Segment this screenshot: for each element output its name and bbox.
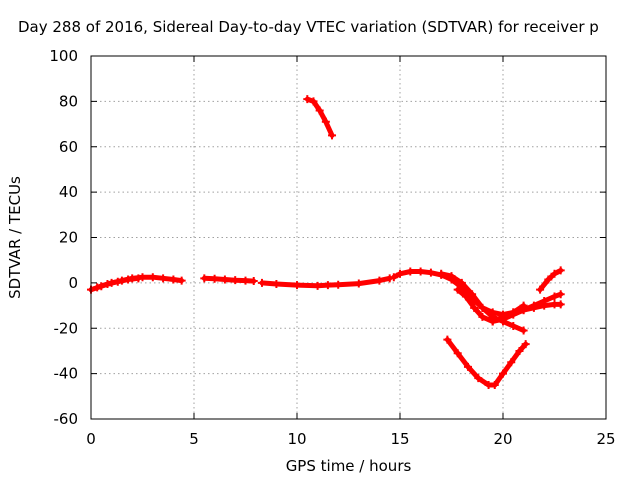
y-tick-label: 20	[59, 229, 78, 247]
data-point	[453, 285, 462, 294]
data-point	[303, 95, 312, 104]
data-point	[540, 297, 549, 306]
data-point	[453, 349, 462, 358]
data-point	[134, 274, 143, 283]
series-arc-9	[488, 301, 528, 326]
data-point	[529, 301, 538, 310]
data-point	[536, 285, 545, 294]
y-tick-label: -20	[54, 319, 79, 337]
data-point	[509, 321, 518, 330]
axis-ticks: -60 -40 -20 0 20 40 60 80 100 0 5 10 15 20 25	[49, 47, 615, 448]
x-tick-label: 25	[596, 430, 615, 448]
series-line	[537, 267, 564, 293]
x-tick-label: 5	[189, 430, 199, 448]
y-tick-label: 80	[59, 92, 78, 110]
y-tick-label: 40	[59, 183, 78, 201]
data-point	[478, 303, 487, 312]
series-arc-2	[93, 274, 143, 292]
data-point	[249, 277, 258, 286]
data-point	[124, 275, 133, 284]
series-line	[304, 96, 335, 138]
x-tick-label: 10	[287, 430, 306, 448]
y-axis-label: SDTVAR / TECUs	[6, 176, 24, 299]
chart-title: Day 288 of 2016, Sidereal Day-to-day VTE…	[18, 18, 599, 36]
data-point	[231, 276, 240, 285]
data-point	[309, 97, 318, 106]
y-tick-label: 0	[68, 274, 78, 292]
data-point	[478, 312, 487, 321]
data-point	[323, 281, 332, 290]
data-point	[550, 269, 559, 278]
data-point	[272, 280, 281, 289]
data-point	[515, 346, 524, 355]
series-arc-3	[200, 274, 258, 286]
y-tick-label: 100	[49, 47, 78, 65]
data-point	[468, 290, 477, 299]
series-arc-11	[443, 335, 530, 389]
data-point	[148, 273, 157, 282]
y-tick-label: -40	[54, 365, 79, 383]
data-point	[499, 369, 507, 378]
data-point	[426, 268, 435, 277]
data-point	[169, 275, 178, 284]
data-point	[257, 278, 266, 287]
data-point	[447, 272, 456, 281]
data-point	[103, 280, 112, 289]
data-point	[556, 266, 565, 275]
data-point	[313, 281, 322, 290]
data-point	[220, 275, 229, 284]
data-point	[556, 300, 565, 309]
data-point	[200, 274, 209, 283]
data-point	[463, 362, 472, 371]
data-point	[354, 279, 363, 288]
data-point	[550, 292, 559, 301]
data-point	[509, 308, 518, 317]
data-point	[334, 280, 343, 289]
data-point	[177, 276, 186, 285]
data-point	[321, 117, 330, 126]
x-tick-label: 20	[493, 430, 512, 448]
y-tick-label: -60	[54, 410, 79, 428]
data-point	[488, 317, 497, 326]
series-arc-5	[303, 95, 337, 140]
data-point	[315, 106, 324, 115]
y-tick-label: 60	[59, 138, 78, 156]
data-point	[461, 292, 470, 301]
data-point	[396, 269, 404, 278]
data-point	[437, 269, 446, 278]
x-tick-label: 15	[390, 430, 409, 448]
data-point	[457, 278, 466, 287]
data-point	[556, 290, 565, 299]
data-series	[87, 95, 565, 389]
data-point	[375, 276, 384, 285]
data-point	[406, 267, 415, 276]
data-point	[519, 326, 528, 335]
data-point	[389, 273, 398, 282]
data-point	[521, 340, 530, 349]
series-arc-4	[257, 274, 394, 290]
data-point	[490, 380, 499, 389]
series-line	[490, 303, 527, 324]
data-point	[328, 131, 337, 140]
data-point	[159, 274, 168, 283]
x-axis-label: GPS time / hours	[286, 457, 412, 475]
series-arc-10	[536, 266, 565, 294]
data-point	[470, 303, 479, 312]
series-arc-7	[437, 269, 528, 335]
data-point	[443, 335, 452, 344]
data-point	[113, 277, 122, 286]
data-point	[499, 312, 507, 321]
x-tick-label: 0	[86, 430, 96, 448]
data-point	[241, 276, 250, 285]
grid	[91, 56, 606, 419]
data-point	[544, 275, 553, 284]
data-point	[519, 301, 528, 310]
data-point	[93, 283, 102, 292]
data-point	[416, 267, 425, 276]
data-point	[210, 274, 219, 283]
data-point	[474, 374, 483, 383]
data-point	[293, 281, 301, 290]
data-point	[507, 358, 516, 367]
